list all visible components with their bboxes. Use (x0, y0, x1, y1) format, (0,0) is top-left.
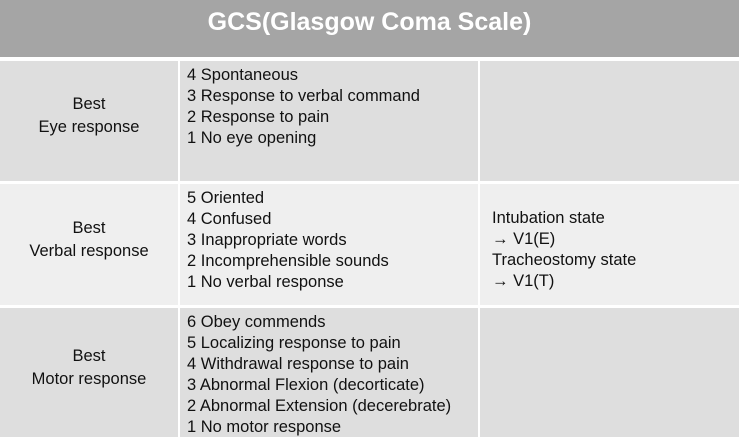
note-line: → V1(T) (492, 272, 555, 290)
notes-cell: Intubation state → V1(E) Tracheostomy st… (480, 184, 739, 305)
score-item: 3 Response to verbal command (187, 87, 420, 105)
category-label: Best (72, 346, 106, 365)
category-label: Verbal response (29, 241, 149, 260)
table-row-verbal: Best Verbal response 5 Oriented 4 Confus… (0, 184, 739, 305)
score-item: 5 Oriented (187, 189, 265, 207)
table-row-motor: Best Motor response 6 Obey commends 5 Lo… (0, 308, 739, 437)
category-label: Best (72, 95, 106, 113)
category-cell: Best Eye response (0, 61, 178, 181)
score-item: 2 Response to pain (187, 108, 330, 126)
category-cell: Best Motor response (0, 308, 178, 437)
score-item: 1 No eye opening (187, 129, 317, 147)
category-cell: Best Verbal response (0, 184, 178, 305)
note-line: Intubation state (492, 209, 605, 227)
score-item: 1 No motor response (187, 418, 342, 436)
score-item: 4 Withdrawal response to pain (187, 355, 409, 373)
score-item: 2 Incomprehensible sounds (187, 252, 389, 270)
category-label: Motor response (31, 369, 147, 388)
score-item: 5 Localizing response to pain (187, 334, 401, 352)
score-item: 3 Abnormal Flexion (decorticate) (187, 376, 425, 394)
table-title: GCS(Glasgow Coma Scale) (0, 0, 739, 57)
note-line: → V1(E) (492, 230, 556, 248)
scores-cell: 6 Obey commends 5 Localizing response to… (180, 308, 478, 437)
notes-cell (480, 61, 739, 181)
category-label: Best (72, 218, 106, 237)
score-item: 4 Spontaneous (187, 66, 299, 84)
score-item: 4 Confused (187, 210, 272, 228)
score-item: 2 Abnormal Extension (decerebrate) (187, 397, 452, 415)
scores-cell: 5 Oriented 4 Confused 3 Inappropriate wo… (180, 184, 478, 305)
scores-cell: 4 Spontaneous 3 Response to verbal comma… (180, 61, 478, 181)
score-item: 6 Obey commends (187, 313, 326, 331)
category-label: Eye response (38, 118, 140, 136)
score-item: 1 No verbal response (187, 273, 344, 291)
table-row-eye: Best Eye response 4 Spontaneous 3 Respon… (0, 61, 739, 181)
score-item: 3 Inappropriate words (187, 231, 347, 249)
note-line: Tracheostomy state (492, 251, 637, 269)
notes-cell (480, 308, 739, 437)
